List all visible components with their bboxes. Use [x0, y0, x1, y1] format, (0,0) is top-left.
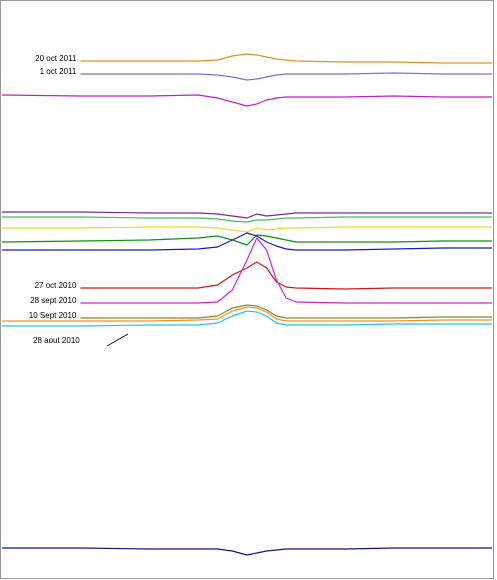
series-line [2, 547, 492, 556]
series-label: 28 sept 2010 [30, 296, 77, 305]
series-line [2, 306, 492, 322]
series-line [2, 211, 492, 219]
series-label: 10 Sept 2010 [29, 311, 77, 320]
series-label: 27 oct 2010 [35, 281, 77, 290]
label-arrow [106, 333, 129, 347]
series-line [80, 261, 492, 290]
series-line [80, 72, 492, 81]
series-line [80, 237, 492, 304]
series-label: 20 oct 2011 [35, 54, 77, 63]
series-line [2, 226, 492, 233]
series-line [80, 53, 492, 64]
series-line [1, 94, 492, 107]
series-line [2, 216, 492, 223]
series-line [2, 310, 492, 327]
series-line [2, 232, 492, 251]
series-line [1, 234, 492, 246]
series-label: 1 oct 2011 [40, 67, 77, 76]
series-line [80, 304, 492, 319]
series-label: 28 aout 2010 [33, 336, 80, 345]
